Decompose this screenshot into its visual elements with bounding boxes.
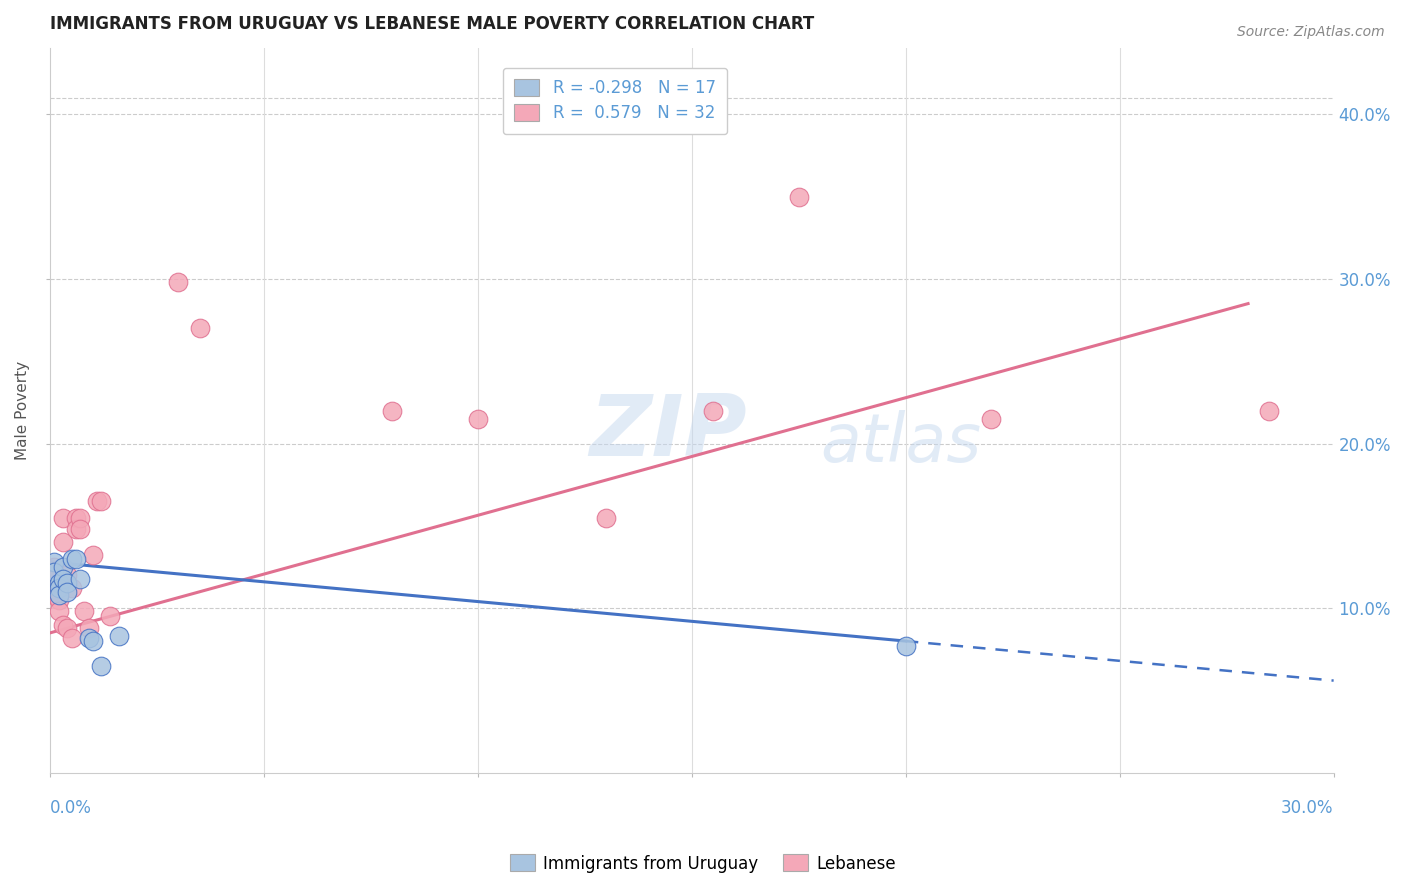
Point [65,551,87,566]
Point [69,572,91,586]
Point [980,412,1002,426]
Text: 0.0%: 0.0% [51,798,91,816]
Text: 30.0%: 30.0% [1281,798,1334,816]
Point [52,560,75,574]
Point [65,510,87,524]
Point [60,631,83,645]
Point [48,582,70,596]
Point [90,658,112,673]
Point [69,510,91,524]
Point [56,568,79,582]
Point [90,494,112,508]
Point [77,631,100,645]
Point [48,576,70,591]
Point [52,535,75,549]
Point [86,494,108,508]
Point [56,576,79,591]
Point [56,621,79,635]
Text: Source: ZipAtlas.com: Source: ZipAtlas.com [1237,25,1385,39]
Point [702,403,724,417]
Legend: R = -0.298   N = 17, R =  0.579   N = 32: R = -0.298 N = 17, R = 0.579 N = 32 [502,68,727,134]
Text: IMMIGRANTS FROM URUGUAY VS LEBANESE MALE POVERTY CORRELATION CHART: IMMIGRANTS FROM URUGUAY VS LEBANESE MALE… [51,15,814,33]
Text: ZIP: ZIP [589,391,747,474]
Point [56,584,79,599]
Point [167,275,190,289]
Point [82,634,104,648]
Point [44,555,66,569]
Point [107,629,129,643]
Point [44,572,66,586]
Point [48,588,70,602]
Point [595,510,617,524]
Point [44,560,66,574]
Point [52,617,75,632]
Legend: Immigrants from Uruguay, Lebanese: Immigrants from Uruguay, Lebanese [503,847,903,880]
Point [77,621,100,635]
Point [73,604,96,618]
Point [48,582,70,596]
Point [381,403,404,417]
Point [69,522,91,536]
Point [787,189,810,203]
Text: atlas: atlas [820,410,981,476]
Point [1258,403,1281,417]
Point [52,510,75,524]
Point [52,572,75,586]
Point [188,321,211,335]
Point [98,609,121,624]
Point [894,639,917,653]
Y-axis label: Male Poverty: Male Poverty [15,361,30,460]
Point [82,549,104,563]
Point [467,412,489,426]
Point [48,604,70,618]
Point [44,565,66,579]
Point [44,588,66,602]
Point [48,593,70,607]
Point [60,551,83,566]
Point [60,582,83,596]
Point [65,522,87,536]
